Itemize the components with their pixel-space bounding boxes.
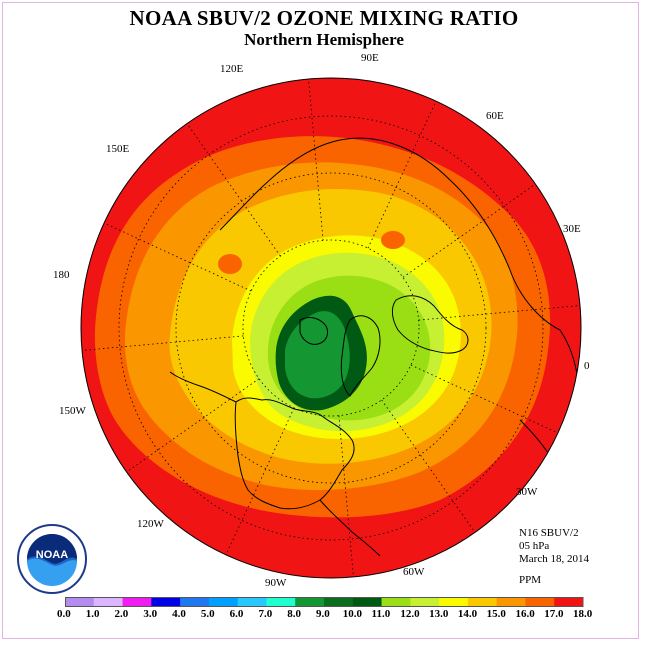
coast-central-america (319, 499, 381, 557)
meridian-line (225, 407, 295, 556)
color-bar-swatch (93, 597, 124, 607)
map-title: NOAA SBUV/2 OZONE MIXING RATIO (129, 6, 519, 30)
color-bar-tick-label: 8.0 (287, 608, 301, 620)
color-bar-tick-label: 7.0 (258, 608, 273, 620)
color-bar-swatch (352, 597, 383, 607)
lon-label-180: 180 (53, 269, 70, 281)
coast-europe (391, 295, 469, 354)
contour-blob-2 (381, 231, 405, 249)
map-outline (80, 77, 582, 579)
lon-label-60w: 60W (403, 566, 425, 578)
color-bar-swatch (266, 597, 296, 607)
color-bar-outline (65, 597, 583, 607)
lon-label-30w: 30W (516, 486, 538, 498)
units-label: PPM (519, 574, 542, 586)
coast-eurasia (219, 137, 579, 381)
noaa-logo: NOAA (17, 524, 87, 594)
color-bar-tick-label: 11.0 (371, 608, 391, 620)
meridian-line (367, 100, 437, 249)
color-bar-swatch (65, 597, 95, 607)
color-bar-tick-label: 4.0 (172, 608, 186, 620)
color-bar-swatch (237, 597, 267, 607)
coast-arctic-islands (299, 317, 329, 345)
color-bar-swatch (180, 597, 210, 607)
meridian-line (410, 364, 559, 434)
meridian-line (418, 305, 581, 321)
color-bar-swatch (410, 597, 440, 607)
lat-circle-60 (242, 239, 420, 417)
color-bar (65, 597, 584, 607)
lon-label-150w: 150W (59, 405, 86, 417)
meridian-line (186, 123, 281, 257)
color-bar-tick-label: 16.0 (515, 608, 535, 620)
meridian-line (402, 183, 536, 278)
color-bar-swatch (381, 597, 411, 607)
color-bar-swatch (467, 597, 498, 607)
color-bar-tick-label: 2.0 (114, 608, 129, 620)
coast-alaska (169, 371, 237, 403)
meridian-line (338, 415, 354, 578)
meridians (81, 78, 581, 578)
lon-label-0: 0 (584, 360, 590, 372)
color-bar-tick-label: 10.0 (342, 608, 363, 620)
lon-label-120e: 120E (220, 63, 244, 75)
color-bar-tick-label: 14.0 (457, 608, 478, 620)
lon-label-30e: 30E (563, 223, 581, 235)
frame (2, 2, 639, 639)
graticule (118, 115, 544, 541)
color-bar-swatch (496, 597, 526, 607)
color-bar-tick-label: 15.0 (486, 608, 506, 620)
color-bar-swatch (122, 597, 152, 607)
lon-label-120w: 120W (137, 518, 164, 530)
color-bar-swatch (324, 597, 354, 607)
meridian-line (308, 78, 324, 241)
meridian-line (81, 335, 244, 351)
color-bar-tick-label: 9.0 (316, 608, 330, 620)
color-bar-swatch (151, 597, 181, 607)
color-bar-swatch (554, 597, 584, 607)
lon-label-90w: 90W (265, 577, 287, 589)
lat-circle-20 (118, 115, 544, 541)
map-subtitle: Northern Hemisphere (244, 30, 404, 49)
color-bar-swatch (525, 597, 555, 607)
noaa-logo-text: NOAA (36, 549, 68, 561)
color-bar-tick-label: 5.0 (200, 608, 215, 620)
color-bar-tick-label: 18.0 (573, 608, 593, 620)
color-bar-tick-label: 1.0 (85, 608, 100, 620)
lat-circle-40 (175, 172, 487, 484)
color-bar-tick-label: 0.0 (57, 608, 71, 620)
lon-label-60e: 60E (486, 110, 504, 122)
pressure-level-label: 05 hPa (519, 540, 550, 552)
meridian-line (381, 399, 476, 533)
color-bar-swatch (439, 597, 469, 607)
color-bar-tick-label: 6.0 (229, 608, 244, 620)
contour-8-9 (285, 311, 350, 399)
color-bar-tick-label: 3.0 (143, 608, 158, 620)
contour-blob-1 (218, 254, 242, 274)
date-label: March 18, 2014 (519, 553, 589, 565)
lon-label-90e: 90E (361, 52, 379, 64)
instrument-label: N16 SBUV/2 (519, 527, 579, 539)
meridian-line (126, 378, 260, 473)
lon-label-150e: 150E (106, 143, 130, 155)
coast-north-america (234, 397, 355, 510)
color-bar-tick-label: 12.0 (400, 608, 420, 620)
color-bar-tick-label: 17.0 (544, 608, 564, 620)
color-bar-swatch (208, 597, 239, 607)
coast-greenland (340, 315, 381, 397)
meridian-line (103, 222, 252, 292)
color-bar-tick-label: 13.0 (429, 608, 449, 620)
coastlines (169, 137, 579, 557)
color-bar-swatch (295, 597, 325, 607)
ozone-contours (81, 78, 581, 578)
data-info: N16 SBUV/2 05 hPa March 18, 2014 (519, 527, 589, 566)
